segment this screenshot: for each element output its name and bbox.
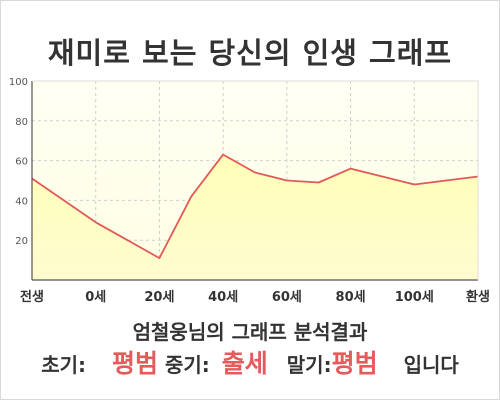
analysis-caption: 엄철웅님의 그래프 분석결과 [132, 320, 368, 344]
y-tick-label: 100 [9, 77, 28, 88]
y-tick-label: 80 [15, 117, 28, 128]
analysis-summary: 초기: 평범 중기: 출세 말기:평범 입니다 [0, 344, 500, 380]
x-tick-label: 80세 [336, 290, 366, 305]
y-tick-label: 20 [15, 236, 28, 247]
late-label: 말기: [286, 353, 332, 377]
early-label: 초기: [41, 353, 86, 377]
summary-suffix: 입니다 [403, 353, 459, 377]
x-tick-labels: 전생 0세 20세 40세 60세 80세 100세 환생 [20, 289, 490, 305]
x-tick-label: 60세 [272, 290, 302, 305]
x-tick-label: 40세 [208, 290, 238, 305]
late-value: 평범 [331, 349, 378, 378]
early-value: 평범 [112, 349, 159, 378]
x-tick-label: 20세 [144, 290, 174, 305]
y-tick-labels: 20 40 60 80 100 [9, 77, 28, 247]
area-fill [32, 154, 478, 280]
y-tick-label: 60 [15, 157, 28, 168]
y-tick-label: 40 [15, 196, 28, 207]
axes [31, 80, 479, 281]
x-tick-label: 0세 [85, 290, 106, 305]
x-tick-label: 100세 [395, 290, 434, 305]
middle-label: 중기: [164, 353, 210, 377]
life-series-line [31, 153, 479, 260]
middle-value: 출세 [221, 349, 268, 378]
x-tick-label: 전생 [20, 289, 44, 305]
x-tick-label: 환생 [466, 289, 490, 305]
chart-title: 재미로 보는 당신의 인생 그래프 [47, 36, 453, 70]
